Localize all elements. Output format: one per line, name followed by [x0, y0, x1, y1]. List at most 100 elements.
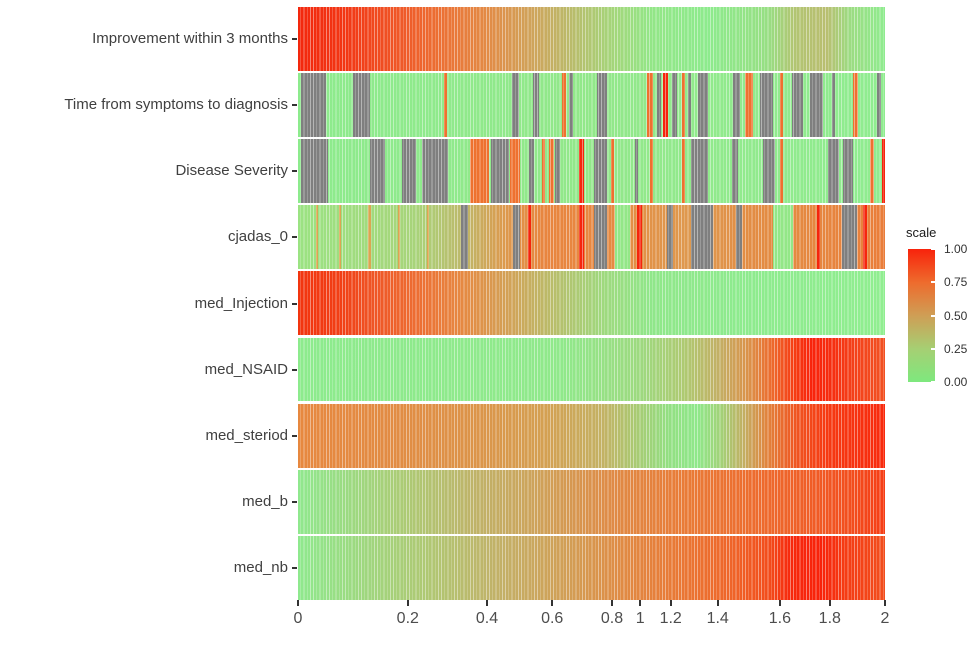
na-band: [634, 139, 639, 204]
value-band: [611, 139, 615, 204]
row-band: [298, 271, 885, 336]
value-band: [852, 73, 858, 137]
na-band: [569, 73, 573, 137]
legend-tick: [931, 248, 935, 250]
na-band: [593, 139, 607, 204]
x-tick: [884, 600, 886, 606]
x-tick: [551, 600, 554, 606]
row-band: [298, 535, 885, 600]
value-band: [527, 205, 532, 270]
na-band: [657, 73, 661, 137]
x-tick-label: 1.8: [818, 610, 841, 627]
row-label: med_steriod: [205, 426, 288, 444]
legend-tick: [904, 347, 908, 350]
na-band: [841, 205, 857, 270]
value-band: [548, 139, 554, 204]
value-band: [650, 139, 654, 204]
row-band: [298, 205, 885, 270]
column-texture: [298, 469, 885, 534]
legend-tick: [931, 314, 935, 317]
x-tick-label: 1.4: [706, 610, 729, 627]
column-texture: [298, 337, 885, 402]
y-tick: [292, 500, 297, 503]
legend-tick: [904, 314, 908, 317]
value-band: [862, 205, 867, 270]
row-label: med_b: [242, 492, 288, 510]
row-label: med_Injection: [194, 294, 288, 312]
x-tick-label: 0.8: [600, 610, 624, 627]
na-band: [596, 73, 607, 137]
na-band: [697, 73, 709, 137]
y-tick: [292, 434, 297, 437]
value-band: [561, 73, 567, 137]
x-tick-label: 2: [880, 610, 890, 627]
legend: scale 1.00 0.75 0.50 0.25 0.00: [902, 225, 975, 390]
x-tick-label: 1: [635, 610, 645, 627]
column-texture: [298, 403, 885, 468]
value-band: [663, 73, 668, 137]
legend-tick: [931, 347, 935, 350]
value-band: [779, 73, 784, 137]
na-band: [369, 139, 386, 204]
na-band: [300, 139, 328, 204]
row-band: [298, 469, 885, 534]
value-band: [870, 139, 874, 204]
value-band: [427, 205, 430, 270]
na-band: [300, 73, 327, 137]
value-band: [444, 73, 447, 137]
legend-tick-label: 0.00: [944, 375, 968, 389]
x-tick: [486, 600, 488, 606]
value-band: [646, 73, 654, 137]
na-band: [763, 139, 775, 204]
value-band: [779, 139, 784, 204]
na-band: [460, 205, 468, 270]
row-label: Improvement within 3 months: [92, 30, 288, 48]
column-texture: [298, 7, 885, 71]
na-band: [512, 73, 519, 137]
na-band: [528, 139, 534, 204]
na-band: [401, 139, 416, 204]
na-band: [512, 205, 520, 270]
row-band: [298, 73, 885, 137]
y-tick: [292, 170, 297, 173]
value-band: [682, 73, 686, 137]
value-band: [397, 205, 401, 270]
row-band: [298, 7, 885, 71]
x-tick-label: 1.6: [768, 610, 792, 627]
value-band: [773, 205, 793, 270]
row-band: [298, 337, 885, 402]
y-tick: [292, 38, 297, 41]
legend-tick: [904, 248, 908, 250]
row-label: cjadas_0: [227, 228, 288, 246]
value-band: [681, 139, 686, 204]
value-band: [509, 139, 520, 204]
na-band: [809, 73, 823, 137]
value-band: [744, 73, 753, 137]
value-band: [578, 205, 584, 270]
y-tick: [292, 302, 297, 305]
legend-tick-label: 1.00: [944, 242, 968, 256]
column-texture: [298, 271, 885, 336]
value-band: [469, 139, 490, 204]
value-band: [614, 205, 630, 270]
na-band: [842, 139, 854, 204]
x-tick-label: 0: [293, 610, 303, 627]
na-band: [876, 73, 881, 137]
row-label: Time from symptoms to diagnosis: [64, 96, 288, 114]
na-band: [593, 205, 607, 270]
x-tick-label: 0.2: [396, 610, 419, 627]
x-tick-label: 1.2: [659, 610, 682, 627]
column-texture: [298, 205, 885, 270]
value-band: [541, 139, 546, 204]
legend-tick-label: 0.25: [944, 341, 968, 356]
row-label: med_NSAID: [204, 360, 288, 378]
legend-tick: [904, 281, 908, 284]
y-tick: [292, 566, 297, 569]
na-band: [671, 73, 677, 137]
row-label: Disease Severity: [175, 162, 288, 180]
na-band: [691, 205, 713, 270]
na-band: [736, 205, 743, 270]
na-band: [828, 139, 840, 204]
x-tick: [778, 600, 781, 606]
y-tick: [292, 236, 297, 239]
